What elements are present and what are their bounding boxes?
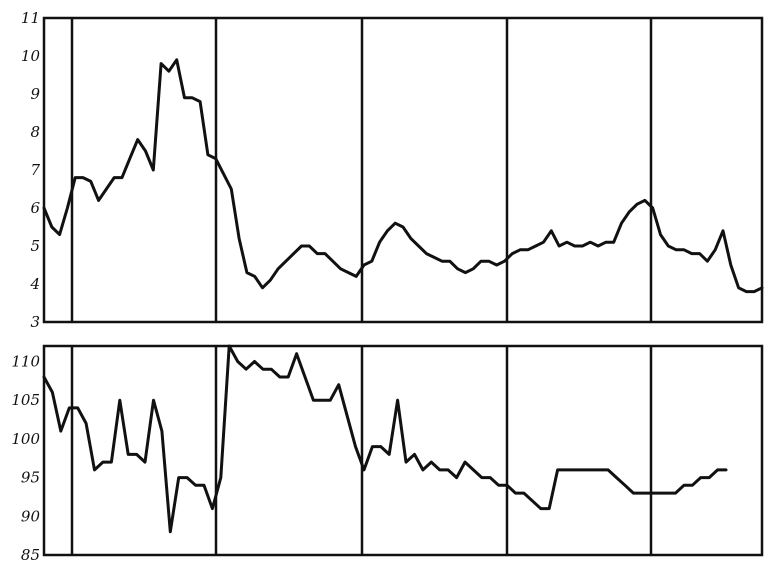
y-tick-label: 6 [30, 199, 40, 217]
chart-panel-1: 11 10 9 8 7 6 5 4 3 [21, 9, 764, 331]
y-tick-label: 11 [21, 9, 40, 27]
plot-frame [42, 344, 764, 557]
series-line-1 [42, 344, 728, 534]
y-tick-label: 9 [30, 85, 40, 103]
y-tick-label: 8 [30, 123, 40, 141]
y-tick-label: 110 [11, 352, 40, 370]
chart-panel-2: 110 105 100 95 90 85 [11, 344, 764, 564]
y-tick-label: 5 [30, 237, 40, 255]
series-line-1 [42, 58, 764, 294]
y-tick-label: 90 [21, 507, 41, 525]
plot-frame [42, 16, 764, 324]
y-tick-label: 100 [11, 430, 40, 448]
y-tick-label: 10 [21, 47, 41, 65]
y-tick-label: 85 [21, 546, 40, 564]
y-tick-label: 4 [29, 275, 40, 293]
y-tick-label: 3 [30, 313, 40, 331]
y-tick-label: 7 [30, 161, 40, 179]
y-tick-label: 105 [11, 391, 40, 409]
y-tick-label: 95 [21, 469, 40, 487]
